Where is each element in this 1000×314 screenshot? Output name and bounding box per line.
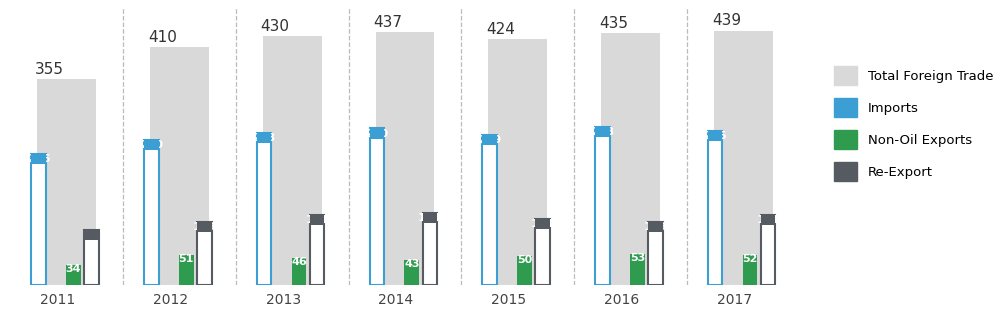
Text: 430: 430: [261, 19, 290, 34]
Bar: [761, 215, 775, 225]
Bar: [423, 213, 437, 223]
Bar: [84, 230, 99, 285]
Bar: [595, 127, 610, 285]
Bar: [257, 133, 271, 285]
Bar: [144, 140, 159, 150]
Text: 226: 226: [27, 154, 50, 164]
Bar: [376, 32, 434, 285]
Text: 435: 435: [599, 16, 628, 31]
Text: 95: 95: [84, 230, 99, 240]
Bar: [423, 213, 437, 285]
Text: 439: 439: [712, 14, 741, 28]
Bar: [743, 255, 757, 285]
Text: 424: 424: [486, 22, 515, 37]
Text: 273: 273: [591, 127, 614, 137]
Bar: [179, 255, 194, 285]
Bar: [517, 256, 532, 285]
Text: 43: 43: [404, 259, 420, 269]
Bar: [310, 215, 324, 285]
Bar: [66, 265, 81, 285]
Text: 124: 124: [418, 213, 442, 223]
Bar: [263, 36, 322, 285]
Text: 437: 437: [373, 14, 402, 30]
Bar: [535, 219, 550, 229]
Bar: [535, 219, 550, 285]
Text: 410: 410: [148, 30, 177, 45]
Text: 266: 266: [703, 131, 727, 141]
Bar: [144, 140, 159, 285]
Bar: [310, 215, 324, 225]
Text: 121: 121: [305, 215, 329, 225]
Text: 355: 355: [35, 62, 64, 77]
Text: 52: 52: [742, 254, 758, 264]
Text: 259: 259: [478, 135, 501, 145]
Text: 270: 270: [365, 129, 388, 139]
Bar: [482, 135, 497, 145]
Text: 51: 51: [179, 254, 194, 264]
Bar: [197, 222, 212, 232]
Bar: [370, 128, 384, 285]
Bar: [292, 258, 306, 285]
Text: 109: 109: [193, 222, 216, 232]
Bar: [404, 260, 419, 285]
Bar: [37, 79, 96, 285]
Text: 34: 34: [66, 264, 81, 274]
Bar: [761, 215, 775, 285]
Bar: [648, 222, 663, 232]
Text: 53: 53: [630, 253, 645, 263]
Bar: [150, 47, 209, 285]
Text: 263: 263: [252, 133, 276, 143]
Bar: [708, 131, 722, 285]
Text: 114: 114: [531, 219, 554, 229]
Bar: [708, 131, 722, 141]
Bar: [648, 222, 663, 285]
Bar: [370, 128, 384, 139]
Bar: [630, 254, 645, 285]
Text: 50: 50: [517, 255, 532, 265]
Text: 250: 250: [140, 140, 163, 150]
Bar: [601, 33, 660, 285]
Bar: [197, 222, 212, 285]
Bar: [31, 154, 46, 285]
Bar: [84, 230, 99, 240]
Bar: [595, 127, 610, 137]
Bar: [714, 31, 773, 285]
Text: 46: 46: [291, 257, 307, 267]
Bar: [257, 133, 271, 143]
Bar: [482, 135, 497, 285]
Legend: Total Foreign Trade, Imports, Non-Oil Exports, Re-Export: Total Foreign Trade, Imports, Non-Oil Ex…: [834, 67, 993, 181]
Bar: [488, 39, 547, 285]
Text: 121: 121: [757, 215, 780, 225]
Text: 109: 109: [644, 222, 667, 232]
Bar: [31, 154, 46, 164]
